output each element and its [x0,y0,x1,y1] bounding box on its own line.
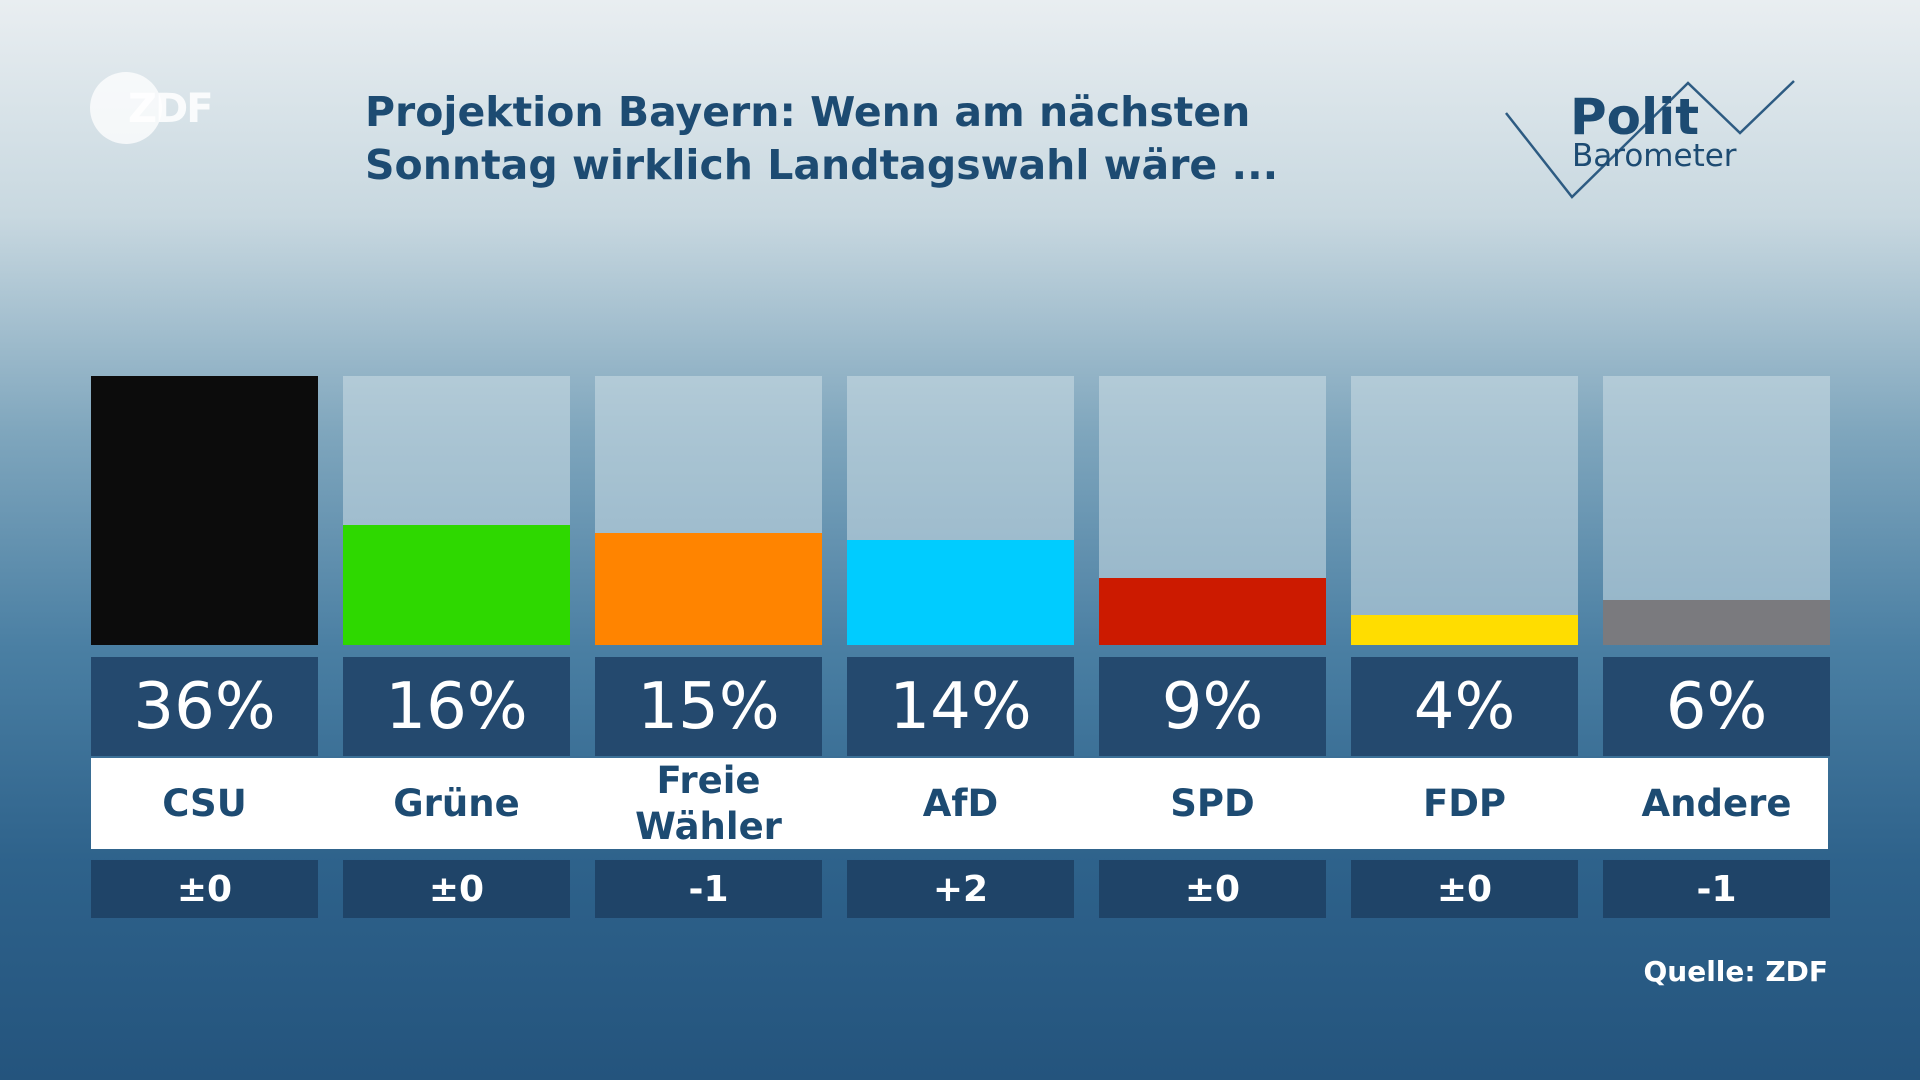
change-label: ±0 [343,860,570,918]
change-label: -1 [1603,860,1830,918]
change-label: ±0 [1351,860,1578,918]
label-band [91,758,1828,849]
change-label: -1 [595,860,822,918]
change-label: +2 [847,860,1074,918]
category-label: Grüne [393,781,520,825]
brand-title: Polit [1570,88,1700,146]
value-label: 36% [91,657,318,756]
category-label: AfD [922,781,999,825]
category-label: SPD [1170,781,1255,825]
value-label: 15% [595,657,822,756]
value-label: 4% [1351,657,1578,756]
category-label: Andere [1641,781,1792,825]
bar [343,525,570,645]
brand-line [1505,80,1795,199]
logo: ZDF [128,86,214,132]
brand-subtitle: Barometer [1572,138,1737,174]
category-label: CSU [162,781,247,825]
bar-track [1351,376,1578,645]
change-label: ±0 [1099,860,1326,918]
bar [1099,577,1326,645]
bar [91,376,318,645]
change-label: ±0 [91,860,318,918]
bar [1351,615,1578,645]
bar [595,532,822,645]
bar [847,540,1074,645]
value-label: 6% [1603,657,1830,756]
value-label: 14% [847,657,1074,756]
source: Quelle: ZDF [1643,955,1828,988]
category-label: FDP [1422,781,1507,825]
category-label: Freie Wähler [635,758,782,848]
value-label: 9% [1099,657,1326,756]
chart-title: Projektion Bayern: Wenn am nächsten Sonn… [365,88,1279,189]
value-label: 16% [343,657,570,756]
bar [1603,600,1830,645]
logo-circle [90,72,162,144]
